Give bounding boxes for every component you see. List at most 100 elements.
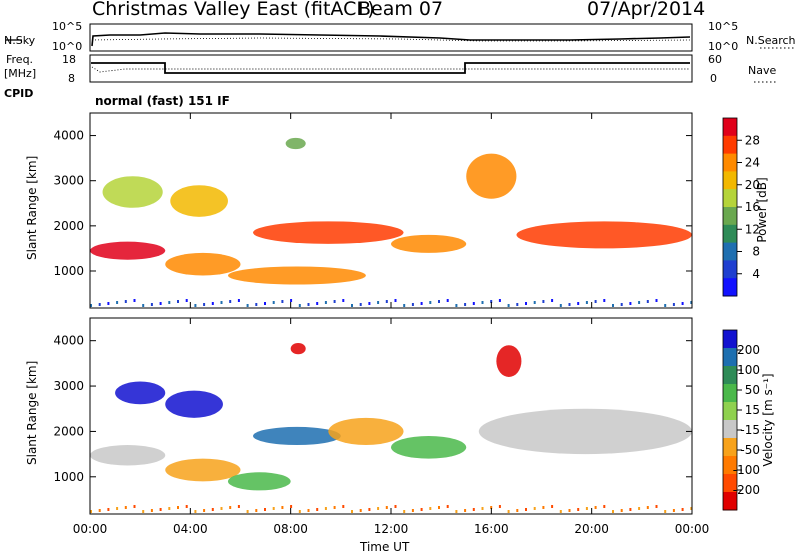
velocity-speckle — [124, 506, 127, 509]
colorbar-tick-label: 24 — [745, 156, 760, 170]
power-speckle — [333, 300, 336, 303]
colorbar-swatch — [723, 118, 737, 137]
power-ytick-label: 3000 — [53, 174, 84, 188]
velocity-speckle — [377, 507, 380, 510]
colorbar-swatch — [723, 456, 737, 475]
colorbar-tick-label: -50 — [740, 443, 760, 457]
power-speckle — [516, 303, 519, 306]
power-speckle — [281, 300, 284, 303]
velocity-echo-band — [496, 345, 522, 377]
power-speckle — [377, 301, 380, 304]
velocity-speckle — [525, 508, 527, 511]
power-speckle — [646, 300, 649, 303]
colorbar-swatch — [723, 348, 737, 367]
power-speckle — [438, 300, 440, 303]
power-speckle — [229, 300, 232, 303]
power-speckle — [664, 304, 667, 307]
colorbar-tick-label: 16 — [745, 200, 760, 214]
velocity-speckle — [90, 510, 92, 513]
nsky-tick-low: 10^0 — [52, 40, 82, 53]
nsky-label: N.Sky — [4, 34, 36, 47]
velocity-speckle — [281, 506, 284, 509]
velocity-speckle — [490, 506, 493, 509]
velocity-speckle — [603, 505, 606, 508]
power-speckle — [220, 301, 223, 304]
velocity-speckle — [316, 508, 319, 511]
colorbar-swatch — [723, 492, 737, 511]
velocity-speckle — [594, 506, 597, 509]
power-speckle — [594, 300, 597, 303]
colorbar-tick-label: 200 — [737, 343, 760, 357]
freq-tick-low: 8 — [68, 72, 75, 85]
velocity-speckle — [585, 507, 588, 510]
power-speckle — [411, 303, 414, 306]
freq-unit: [MHz] — [4, 67, 36, 80]
nsky-tick-high: 10^5 — [52, 20, 82, 33]
velocity-speckle — [455, 510, 458, 513]
power-echo-band — [165, 252, 241, 276]
velocity-speckle — [324, 507, 327, 510]
power-speckle — [385, 300, 388, 303]
power-speckle — [446, 299, 449, 302]
power-speckle — [133, 299, 136, 302]
colorbar-swatch — [723, 242, 737, 261]
x-tick-label: 00:00 — [73, 522, 108, 536]
power-speckle — [368, 302, 371, 305]
velocity-speckle — [246, 510, 249, 513]
freq-label: Freq. — [6, 53, 33, 66]
nave-tick-high: 60 — [708, 53, 722, 66]
velocity-speckle — [690, 507, 693, 510]
colorbar-tick-label: 4 — [752, 267, 760, 281]
power-speckle — [150, 303, 153, 306]
freq-tick-high: 18 — [62, 53, 76, 66]
velocity-speckle — [429, 507, 432, 510]
velocity-speckle — [446, 505, 449, 508]
velocity-speckle — [177, 506, 179, 509]
velocity-speckle — [403, 510, 406, 513]
velocity-speckle — [194, 510, 197, 513]
power-echo-band — [516, 221, 692, 249]
power-speckle — [159, 302, 162, 305]
colorbar-swatch — [723, 153, 737, 172]
colorbar-swatch — [723, 224, 737, 244]
velocity-speckle — [568, 509, 571, 512]
nsky-panel: N.Sky 10^5 10^0 10^5 10^0 N.Search — [4, 20, 796, 53]
station-title: Christmas Valley East (fitACF) — [92, 0, 375, 20]
velocity-speckle — [342, 505, 345, 508]
beam-label: Beam 07 — [358, 0, 443, 20]
freq-trace — [91, 62, 690, 74]
power-speckle — [629, 302, 632, 305]
power-speckle — [655, 299, 658, 302]
velocity-speckle — [298, 510, 301, 513]
power-speckle — [533, 301, 536, 304]
velocity-cbar-label: Velocity [m s⁻¹] — [761, 373, 775, 466]
power-speckle — [455, 304, 458, 307]
power-speckle — [498, 299, 501, 302]
power-colorbar: 28 24 20 16 12 8 4 Power [dB] — [722, 117, 769, 297]
power-speckle — [429, 301, 432, 304]
velocity-speckle — [385, 506, 388, 509]
power-speckle — [203, 303, 206, 306]
power-panel: 4000 3000 2000 1000 Slant Range [km] — [25, 112, 693, 309]
power-speckle — [585, 301, 588, 304]
power-speckle — [359, 303, 362, 306]
velocity-speckle — [116, 507, 119, 510]
power-ytick-label: 2000 — [53, 219, 84, 233]
power-speckle — [481, 301, 484, 304]
velocity-ytick-label: 1000 — [53, 470, 84, 484]
power-speckle — [542, 300, 545, 303]
colorbar-swatch — [723, 474, 737, 493]
velocity-speckle — [498, 505, 501, 508]
cpid-label: CPID — [4, 87, 33, 100]
velocity-speckle — [359, 509, 362, 512]
power-speckle — [551, 299, 554, 302]
power-speckle — [290, 299, 293, 302]
velocity-speckle — [646, 506, 649, 509]
colorbar-swatch — [723, 278, 737, 297]
velocity-speckle — [681, 508, 684, 511]
x-tick-label: 04:00 — [173, 522, 208, 536]
cpid-value: normal (fast) 151 IF — [95, 94, 230, 108]
power-speckle — [316, 302, 319, 305]
power-speckle — [116, 301, 119, 304]
colorbar-tick-label: 28 — [745, 133, 760, 147]
